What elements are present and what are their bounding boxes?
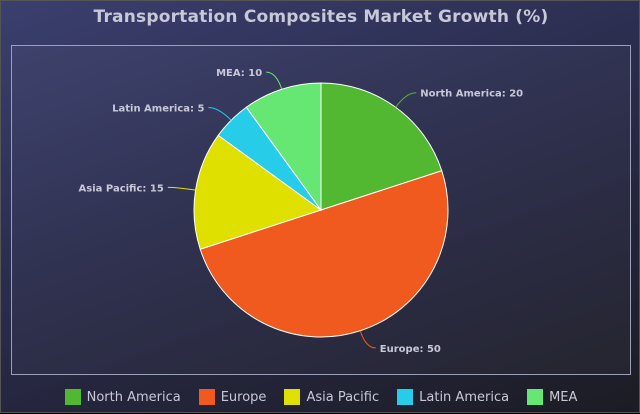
legend-item-latin-america[interactable]: Latin America [397,389,509,405]
slice-label: Europe: 50 [380,344,441,355]
legend-item-mea[interactable]: MEA [527,389,577,405]
pie-slice-asia-pacific[interactable] [193,134,323,250]
legend-label: MEA [549,389,578,405]
legend-swatch [284,389,301,405]
legend-item-north-america[interactable]: North America [64,389,181,405]
legend-label: Europe [220,389,267,405]
legend-swatch [397,389,414,405]
leader-line [395,92,417,108]
leader-line [208,106,232,121]
legend-item-europe[interactable]: Europe [198,389,267,405]
leader-line [266,71,283,90]
leader-line [167,186,196,191]
slice-label: North America: 20 [420,89,523,100]
pie-slice-europe[interactable] [199,170,449,338]
plot-area [11,45,631,375]
legend-label: Asia Pacific [306,389,380,405]
legend-label: Latin America [419,389,510,405]
chart-title: Transportation Composites Market Growth … [93,7,549,27]
legend-swatch [198,389,215,405]
pie-slice-north-america[interactable] [320,82,443,211]
legend-swatch [527,389,544,405]
slice-label: Asia Pacific: 15 [79,183,164,194]
legend-label: North America [86,389,181,405]
slice-label: MEA: 10 [216,68,262,79]
leader-line [359,330,376,349]
legend: North America Europe Asia Pacific Latin … [1,389,640,405]
pie-slice-mea[interactable] [245,82,322,212]
slice-label: Latin America: 5 [112,103,204,114]
legend-item-asia-pacific[interactable]: Asia Pacific [284,389,379,405]
legend-swatch [64,389,81,405]
